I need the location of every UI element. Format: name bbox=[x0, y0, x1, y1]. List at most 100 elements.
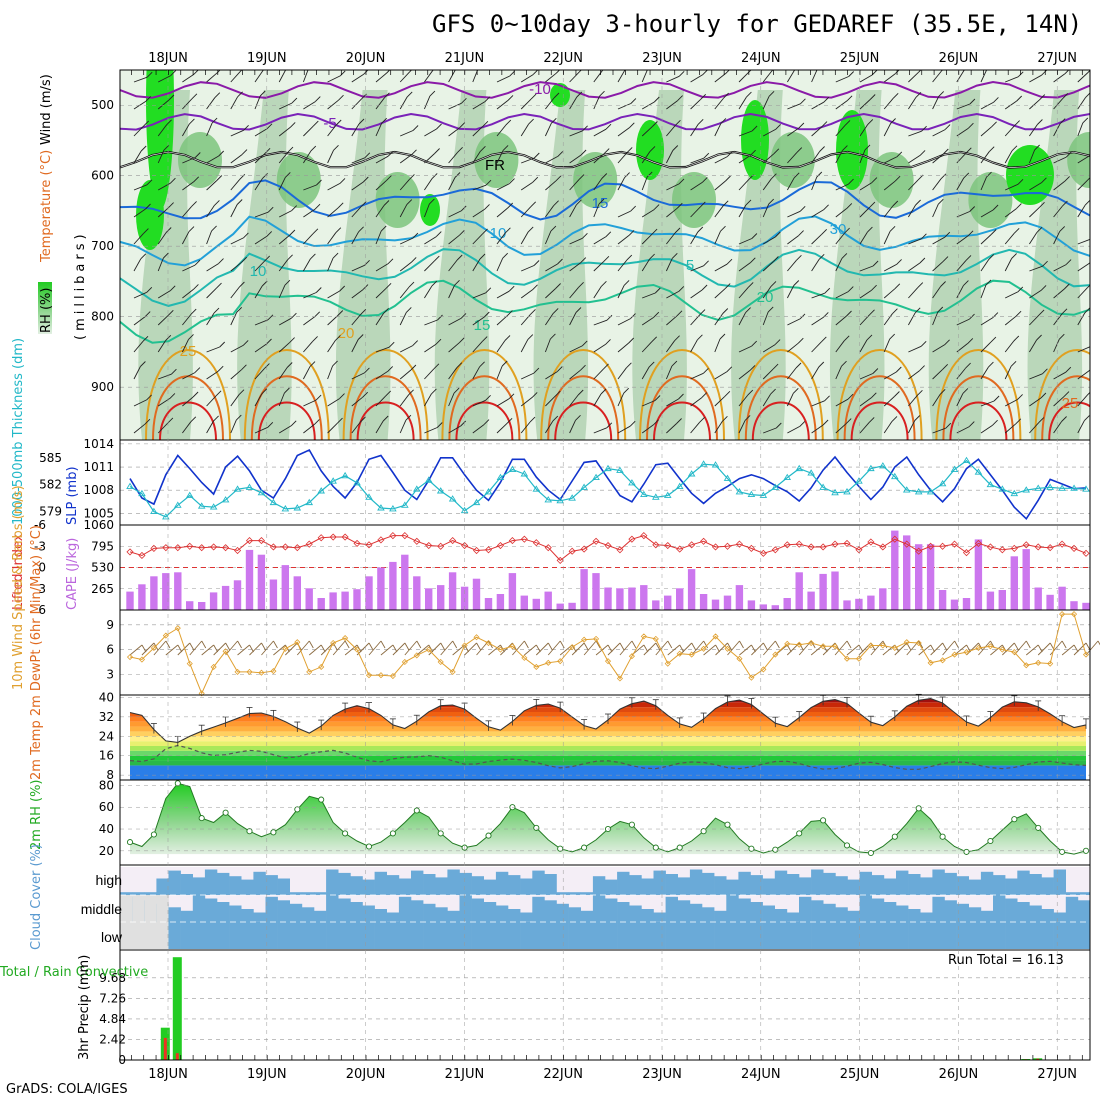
wind-barb-flag bbox=[360, 416, 366, 423]
wind-barb-flag bbox=[287, 146, 294, 153]
wind-barb-flag bbox=[236, 199, 243, 205]
wind-barb-flag bbox=[1015, 418, 1022, 425]
wind-barb bbox=[811, 400, 825, 407]
cloud-mid-cell bbox=[277, 900, 290, 922]
wind-barb-flag bbox=[630, 205, 637, 212]
wind-barb bbox=[690, 124, 699, 137]
cloud-mid-cell bbox=[556, 903, 569, 922]
contour-label: 20 bbox=[757, 289, 774, 306]
wind-barb-flag bbox=[894, 391, 900, 397]
cloud-mid-cell bbox=[495, 905, 509, 922]
wind-barb bbox=[811, 101, 825, 110]
wind-barb-flag bbox=[626, 147, 633, 153]
wind-barb-flag bbox=[649, 146, 656, 152]
wind10-barb bbox=[1037, 642, 1051, 656]
rh-point bbox=[485, 832, 492, 839]
wind10-barb bbox=[954, 644, 967, 656]
wind10-barb bbox=[547, 640, 561, 656]
wind-barb bbox=[230, 394, 240, 407]
thickness-point bbox=[771, 483, 780, 490]
wind-barb bbox=[496, 315, 508, 326]
contour-label: 25 bbox=[1062, 395, 1079, 412]
wind-barb-flag bbox=[628, 337, 635, 344]
wind10-barb-flag bbox=[715, 644, 720, 653]
wind-barb-flag bbox=[919, 365, 925, 371]
wind-barb bbox=[690, 422, 700, 434]
wind10-point bbox=[437, 658, 444, 666]
wind-barb-flag bbox=[962, 388, 969, 394]
wind-barb bbox=[254, 95, 261, 110]
cloud-low-cell bbox=[835, 922, 848, 949]
wind-barb-flag bbox=[429, 90, 436, 97]
thickness-point bbox=[723, 474, 732, 481]
wind10-barb bbox=[918, 644, 931, 656]
wind-barb-flag bbox=[409, 174, 415, 180]
rh-point bbox=[772, 846, 779, 853]
wind-barb-flag bbox=[146, 286, 153, 293]
wind10-barb-flag bbox=[237, 640, 242, 649]
wind-barb-flag bbox=[653, 96, 660, 103]
li-point bbox=[377, 536, 385, 544]
wind-barb bbox=[545, 180, 557, 191]
wind-barb bbox=[448, 127, 461, 137]
rh-saturated-patch bbox=[136, 180, 164, 250]
wind-barb bbox=[448, 234, 460, 245]
cloud-mid-cell bbox=[459, 895, 472, 922]
wind-barb-flag bbox=[841, 253, 848, 259]
wind-barb-flag bbox=[170, 177, 176, 184]
cloud-high-cell bbox=[750, 875, 763, 895]
cloud-low-cell bbox=[556, 922, 569, 949]
cloud-high-cell bbox=[532, 870, 545, 895]
wind-barb bbox=[206, 180, 218, 191]
wind-barb-flag bbox=[239, 281, 245, 288]
wind-barb-flag bbox=[1062, 200, 1068, 207]
wind-barb-flag bbox=[557, 258, 563, 265]
wind-barb bbox=[666, 315, 678, 326]
wind-barb-flag bbox=[554, 390, 561, 397]
wind10-barb bbox=[320, 642, 334, 656]
wind-barb bbox=[400, 130, 414, 137]
wind-barb bbox=[1029, 99, 1041, 110]
wind10-point bbox=[867, 642, 874, 649]
wind10-barb-flag bbox=[547, 642, 553, 651]
wind-barb bbox=[980, 424, 993, 434]
thickness-point bbox=[185, 491, 194, 498]
wind-barb-flag bbox=[412, 340, 419, 346]
wind-barb bbox=[520, 289, 533, 299]
cloud-mid-cell bbox=[774, 909, 788, 922]
rh-point bbox=[365, 843, 373, 850]
wind-barb bbox=[1005, 76, 1019, 83]
wind-barb-flag bbox=[919, 150, 926, 156]
wind-barb bbox=[520, 181, 534, 191]
wind-barb bbox=[399, 96, 408, 110]
isotherm--5 bbox=[120, 112, 1090, 131]
wind-barb bbox=[327, 340, 336, 353]
wind10-barb-flag bbox=[559, 640, 565, 649]
wind-barb-flag bbox=[866, 334, 873, 341]
cape-bar bbox=[903, 535, 911, 610]
cape-bar bbox=[150, 576, 158, 610]
axes-frames: 18JUN18JUN19JUN19JUN20JUN20JUN21JUN21JUN… bbox=[119, 51, 1091, 1082]
wind-barb bbox=[883, 205, 894, 218]
thickness-point bbox=[580, 483, 588, 490]
precip-convective-bar bbox=[1036, 1058, 1040, 1060]
wind-barb bbox=[399, 179, 410, 191]
wind-barb-flag bbox=[869, 309, 875, 316]
wind10-point bbox=[1023, 662, 1030, 669]
cloud-mid-cell bbox=[653, 912, 666, 922]
wind-barb-flag bbox=[723, 92, 729, 99]
wind-barb bbox=[1004, 399, 1018, 407]
wind-barb-flag bbox=[165, 227, 172, 233]
wind-barb bbox=[859, 339, 868, 353]
li-point bbox=[950, 540, 959, 548]
wind-barb-flag bbox=[236, 306, 243, 313]
wind10-barb-flag bbox=[344, 640, 350, 649]
wind-barb bbox=[303, 292, 317, 299]
wind-barb-flag bbox=[314, 311, 321, 318]
wind-barb bbox=[520, 123, 529, 137]
wind-barb-flag bbox=[456, 254, 463, 261]
wind-barb-flag bbox=[821, 121, 828, 127]
wind10-barb bbox=[165, 644, 179, 656]
wind10-point bbox=[843, 655, 851, 662]
